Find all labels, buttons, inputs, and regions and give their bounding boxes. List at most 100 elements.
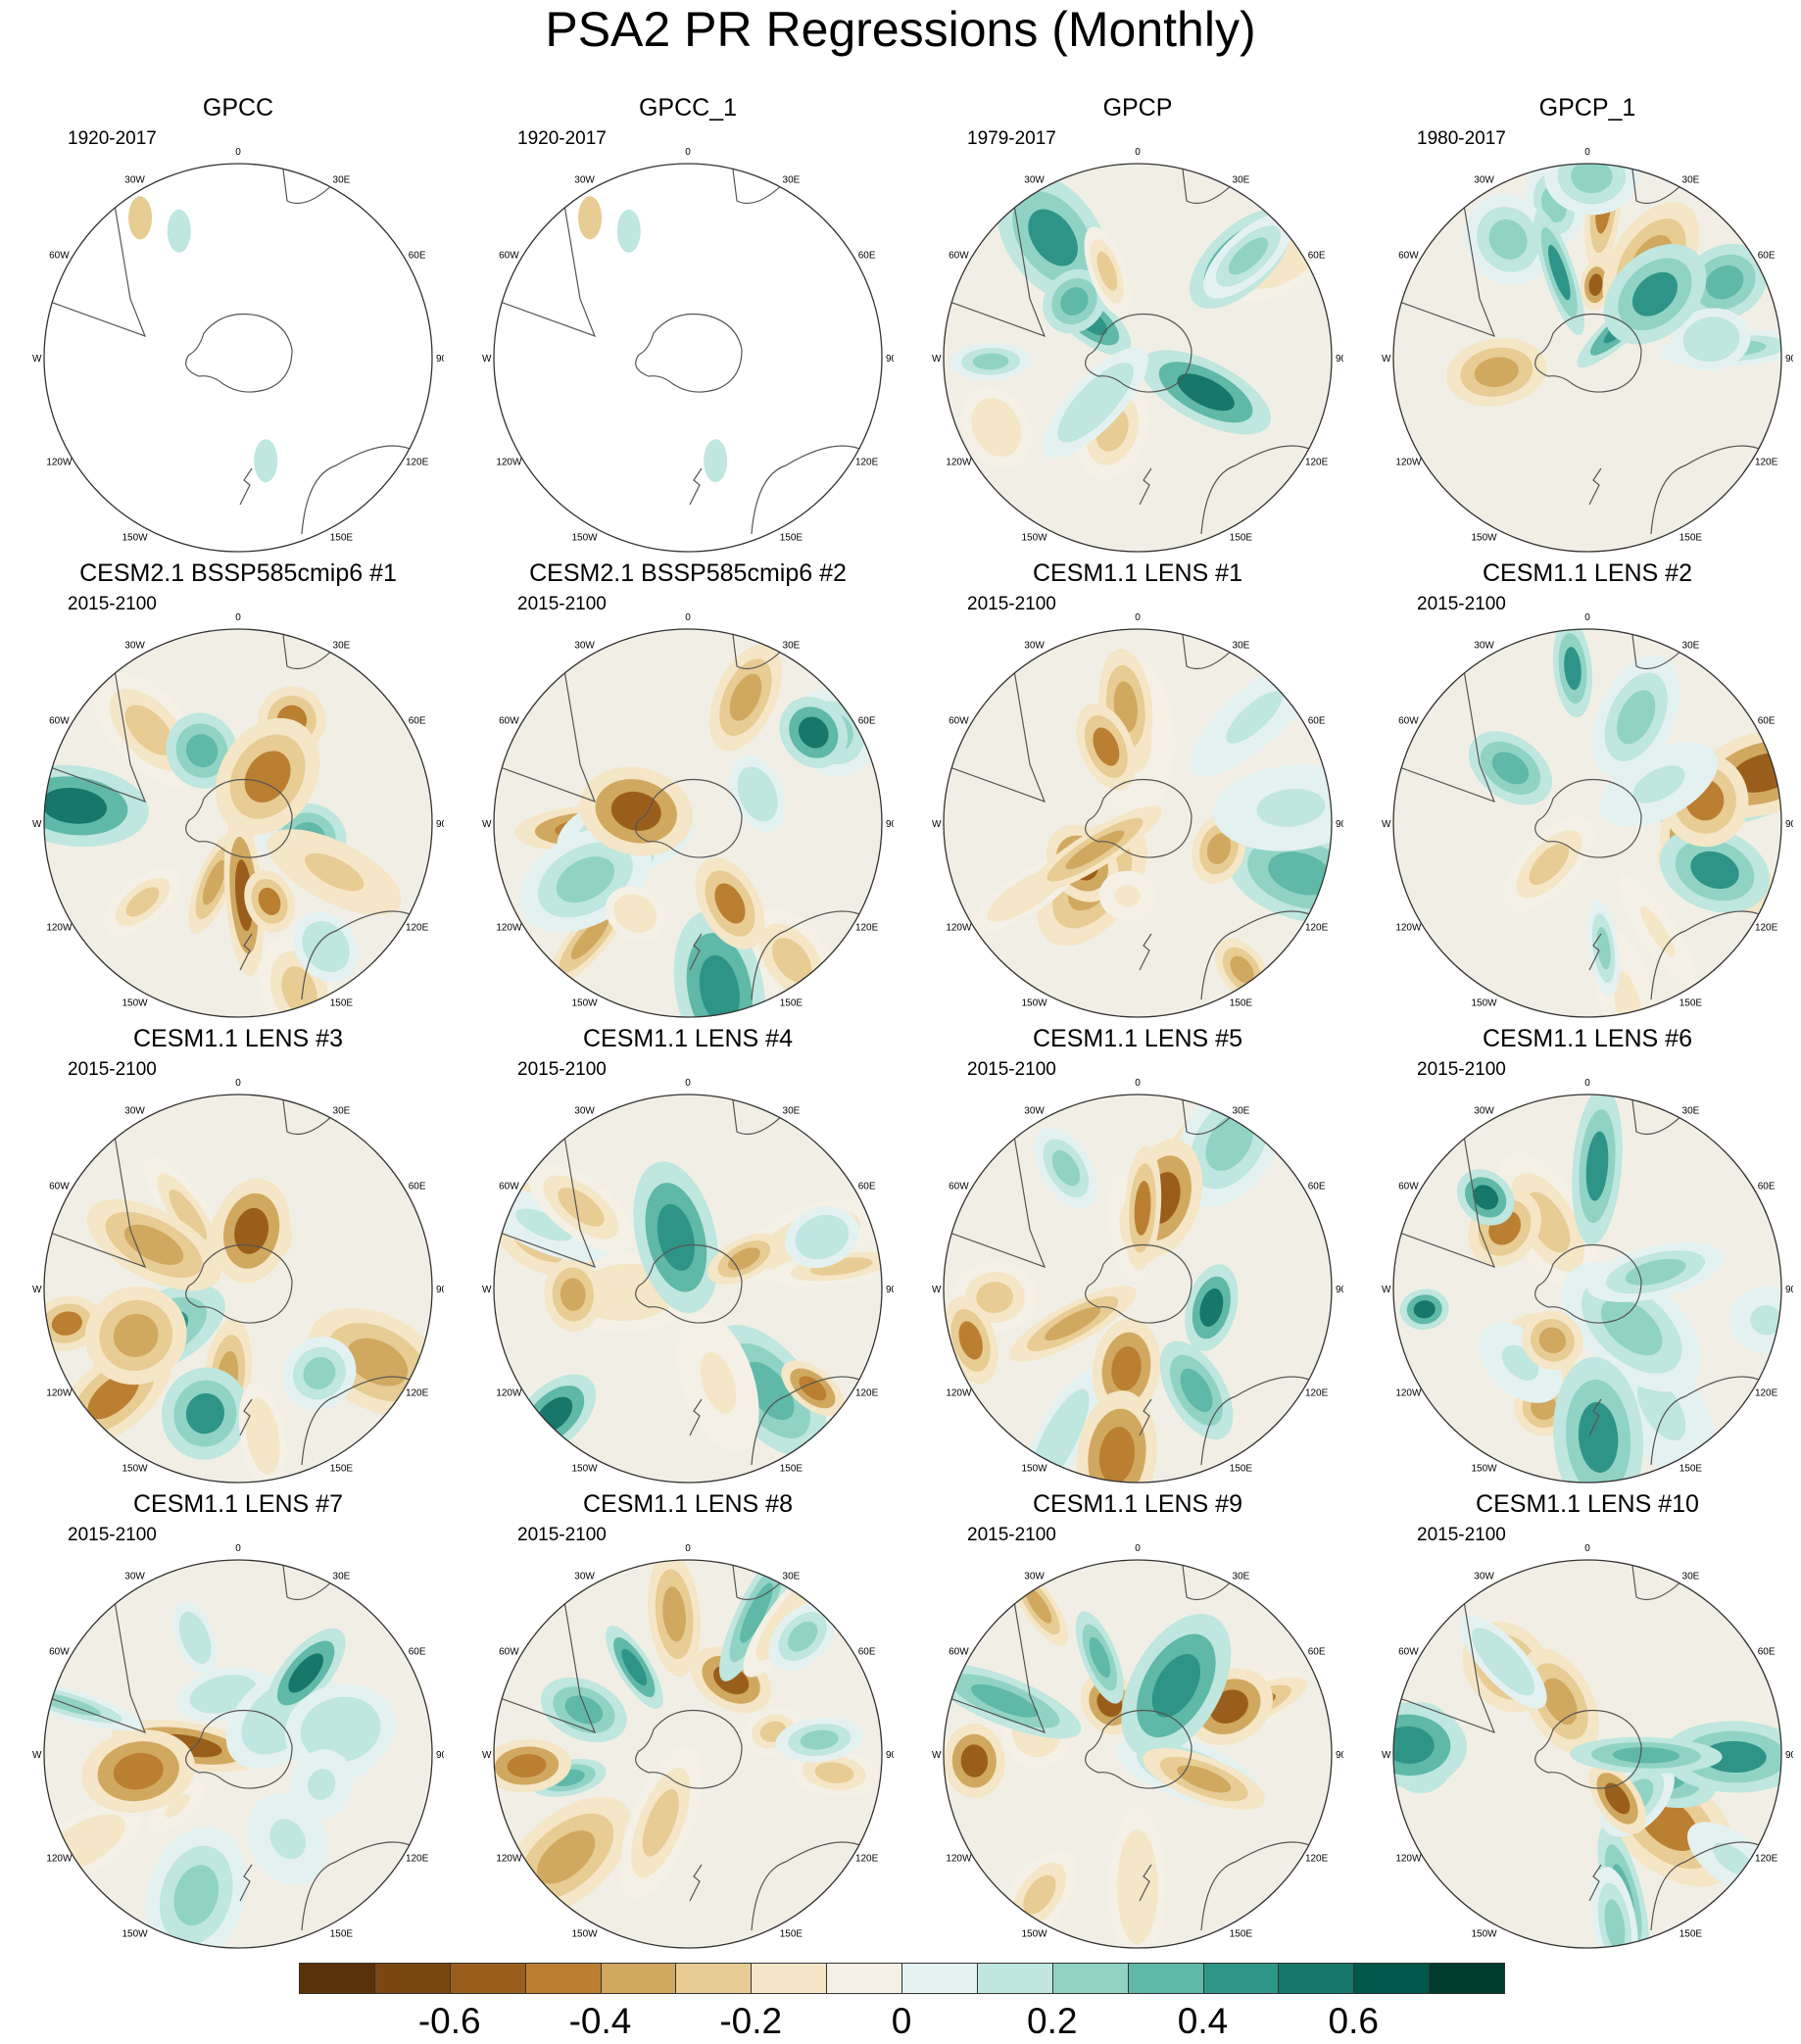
anomaly-contour	[308, 1769, 336, 1800]
anomaly-contour	[1547, 244, 1571, 301]
anomaly-contour	[1093, 727, 1120, 766]
longitude-label: 60W	[1398, 251, 1419, 262]
antarctica-coastline	[1085, 1709, 1193, 1789]
australia-coastline	[301, 910, 415, 1000]
anomaly-contour	[305, 852, 365, 892]
longitude-label: 150E	[330, 1929, 354, 1940]
anomaly-contour	[1571, 164, 1613, 194]
map-boundary	[493, 1559, 883, 1949]
longitude-label: 60W	[949, 251, 969, 262]
anomaly-contour	[258, 887, 281, 915]
longitude-label: 150E	[1679, 998, 1703, 1009]
anomaly-contour	[704, 439, 728, 483]
longitude-label: 150E	[1230, 1464, 1253, 1475]
anomaly-contour	[1226, 691, 1283, 744]
longitude-label: 90E	[436, 819, 444, 830]
colorbar-box	[1051, 1963, 1129, 1994]
anomaly-contour	[1585, 1131, 1609, 1201]
longitude-label: 150W	[122, 998, 149, 1009]
longitude-label: 90E	[886, 1285, 894, 1295]
map-panel: CESM1.1 LENS #2 2015-2100 0 30E 60E 90E 120E 15…	[1382, 559, 1793, 1024]
longitude-label: 90E	[1785, 1750, 1793, 1761]
colorbar-box	[299, 1963, 375, 1994]
anomaly-contour	[960, 1744, 989, 1777]
anomaly-contour	[347, 1338, 409, 1387]
map-boundary	[943, 1094, 1333, 1484]
anomaly-contour	[1473, 1185, 1499, 1210]
map-boundary	[943, 628, 1333, 1018]
anomaly-contour	[1051, 1149, 1081, 1187]
map-panel: CESM2.1 BSSP585cmip6 #2 2015-2100 0 30E 60E 9…	[482, 559, 894, 1024]
longitude-label: 90W	[32, 1750, 42, 1761]
panel-title: CESM2.1 BSSP585cmip6 #1	[79, 560, 397, 587]
anomaly-contour	[1177, 373, 1235, 412]
australia-coastline	[1650, 445, 1765, 535]
polar-map: 030E60E90E120E150E180150W120W90W60W30W	[32, 1078, 444, 1484]
anomaly-contour	[1542, 1678, 1578, 1725]
colorbar-box	[976, 1963, 1053, 1994]
anomaly-contour	[1060, 287, 1089, 316]
anomaly-contour	[1028, 209, 1078, 267]
anomaly-contour	[800, 1729, 839, 1750]
longitude-label: 30W	[124, 1571, 145, 1582]
longitude-label: 120E	[406, 1387, 429, 1398]
panel-period: 2015-2100	[68, 594, 157, 614]
longitude-label: 30E	[783, 1571, 801, 1582]
panel-title: CESM1.1 LENS #5	[1033, 1025, 1242, 1052]
anomaly-contour	[1177, 1765, 1232, 1793]
anomaly-contour	[1125, 1851, 1150, 1922]
anomaly-contour	[1098, 1427, 1136, 1483]
longitude-label: 150W	[1022, 1929, 1048, 1940]
new-zealand-coastline	[689, 1864, 703, 1902]
australia-coastline	[1650, 1841, 1765, 1931]
longitude-label: 90W	[932, 1285, 942, 1295]
anomaly-contour	[805, 1223, 839, 1251]
anomaly-contour	[1111, 1346, 1142, 1391]
colorbar-tick-label: -0.6	[417, 2001, 481, 2041]
longitude-label: 30E	[783, 640, 801, 651]
map-boundary	[493, 628, 883, 1018]
longitude-label: 90W	[932, 819, 942, 830]
colorbar	[299, 1963, 1505, 1994]
colorbar-box	[600, 1963, 677, 1994]
anomaly-contour	[1045, 1306, 1101, 1341]
panel-title: CESM1.1 LENS #3	[133, 1025, 343, 1052]
anomaly-contour	[560, 1278, 586, 1311]
map-panel: CESM1.1 LENS #1 2015-2100 0 30E 60E 90E 120E 15…	[932, 559, 1343, 1024]
anomaly-contour	[1631, 271, 1678, 316]
longitude-label: 90W	[32, 1285, 42, 1295]
anomaly-contour	[185, 1622, 206, 1654]
map-panel: GPCC1920-2017030E60E90E120E150E180150W12…	[32, 93, 444, 559]
panel-title: CESM1.1 LENS #7	[133, 1490, 343, 1518]
colorbar-box	[1353, 1963, 1431, 1994]
longitude-label: 60W	[49, 1182, 70, 1192]
longitude-label: 0	[235, 147, 241, 158]
panel-period: 2015-2100	[517, 1059, 607, 1080]
longitude-label: 90W	[482, 354, 492, 365]
longitude-label: 120E	[1755, 1387, 1778, 1398]
map-boundary	[1392, 1559, 1782, 1949]
panel-title: CESM1.1 LENS #1	[1033, 560, 1242, 587]
map-panel: CESM1.1 LENS #4 2015-2100 0 30E 60E 90E 120E 15…	[482, 1024, 894, 1489]
anomaly-contour	[578, 196, 603, 240]
south-america-coastline	[494, 1111, 597, 1269]
longitude-label: 150E	[780, 1464, 803, 1475]
longitude-label: 120E	[1305, 1853, 1329, 1864]
anomaly-contour	[507, 1754, 547, 1777]
longitude-label: 30W	[1474, 174, 1494, 185]
longitude-label: 90E	[1336, 354, 1343, 365]
australia-coastline	[751, 910, 865, 1000]
australia-coastline	[751, 1841, 865, 1931]
south-america-coastline	[44, 646, 147, 803]
longitude-label: 60W	[949, 1647, 969, 1658]
longitude-label: 90E	[436, 1750, 444, 1761]
anomaly-contour	[185, 734, 219, 768]
anomaly-contour	[958, 1321, 983, 1360]
panel-title: GPCC	[202, 94, 274, 122]
new-zealand-coastline	[689, 467, 703, 506]
longitude-label: 60E	[409, 1182, 426, 1192]
longitude-label: 30W	[1024, 640, 1045, 651]
anomaly-contour	[124, 705, 174, 755]
australia-coastline	[1200, 445, 1315, 535]
antarctica-coastline	[1085, 778, 1193, 858]
